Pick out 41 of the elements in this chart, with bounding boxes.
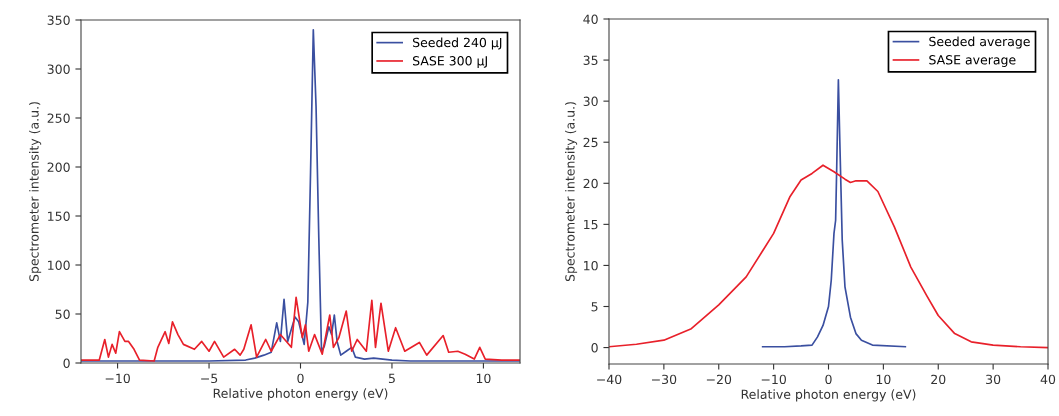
x-tick-label: 10 [476,373,491,384]
y-tick-label: 300 [47,64,70,74]
y-tick-label: 200 [47,162,70,172]
x-tick-label: −5 [201,373,218,384]
y-tick-label: 10 [584,260,598,271]
y-tick-label: 350 [47,15,70,25]
x-tick-label: −10 [105,373,130,384]
legend-label: SASE 300 μJ [413,56,487,68]
legend-label: Seeded 240 μJ [413,37,502,50]
legend-label: SASE average [929,55,1016,67]
y-tick-label: 50 [55,309,70,319]
x-tick-label: 10 [876,374,891,385]
x-tick-label: 5 [388,373,395,384]
y-tick-label: 40 [583,14,598,24]
y-tick-label: 0 [591,343,598,353]
x-tick-label: −10 [761,374,786,385]
x-axis-title: Relative photon energy (eV) [741,389,916,402]
y-tick-label: 150 [48,211,70,221]
x-tick-label: 20 [931,374,946,385]
x-tick-label: −40 [597,374,622,385]
y-tick-label: 30 [583,96,598,107]
x-tick-label: 40 [1040,374,1056,385]
y-tick-label: 100 [48,260,70,270]
x-tick-label: 0 [825,374,832,385]
line-series [609,164,1048,349]
legend-label: Seeded average [929,36,1030,49]
line-series [761,78,907,348]
x-tick-label: 0 [297,373,304,384]
x-tick-label: 30 [986,374,1001,385]
y-tick-label: 20 [583,178,598,189]
y-tick-label: 25 [583,137,598,148]
x-axis-title: Relative photon energy (eV) [213,388,388,401]
y-tick-label: 35 [583,55,598,65]
y-tick-label: 15 [584,219,598,230]
y-axis-title: Spectrometer intensity (a.u.) [29,102,42,282]
y-tick-label: 5 [591,302,598,312]
x-tick-label: −30 [652,374,677,385]
y-tick-label: 250 [47,113,70,123]
x-tick-label: −20 [706,374,732,385]
y-axis-title: Spectrometer intensity (a.u.) [565,102,578,282]
y-tick-label: 0 [63,358,70,368]
